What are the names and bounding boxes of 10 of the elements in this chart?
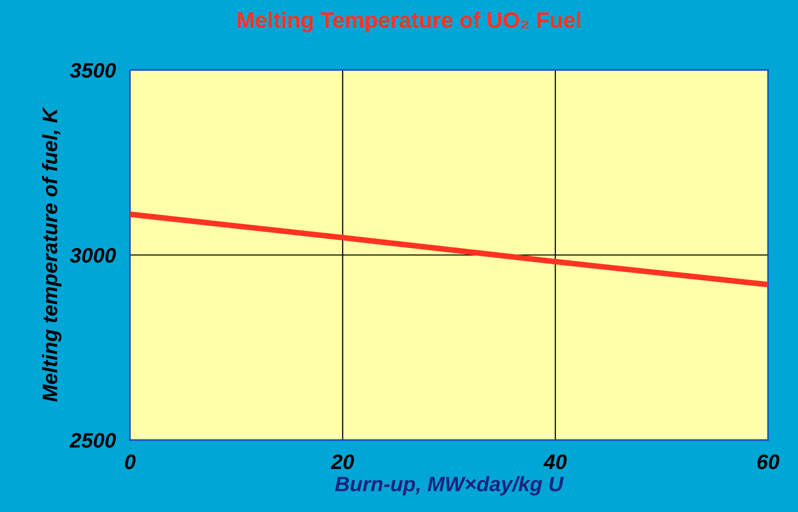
y-tick-label: 3000 (70, 248, 116, 263)
x-tick-label: 40 (543, 454, 567, 470)
y-tick-label: 2500 (69, 433, 116, 448)
x-tick-label: 20 (330, 454, 354, 470)
x-tick-label: 0 (125, 454, 136, 470)
y-axis-title: Melting temperature of fuel, K (42, 106, 62, 402)
x-axis-title: Burn-up, MW×day/kg U (335, 476, 564, 496)
y-tick-label: 3500 (70, 63, 116, 78)
chart-title: Melting Temperature of UO₂ Fuel (238, 12, 580, 32)
x-tick-label: 60 (757, 454, 780, 470)
